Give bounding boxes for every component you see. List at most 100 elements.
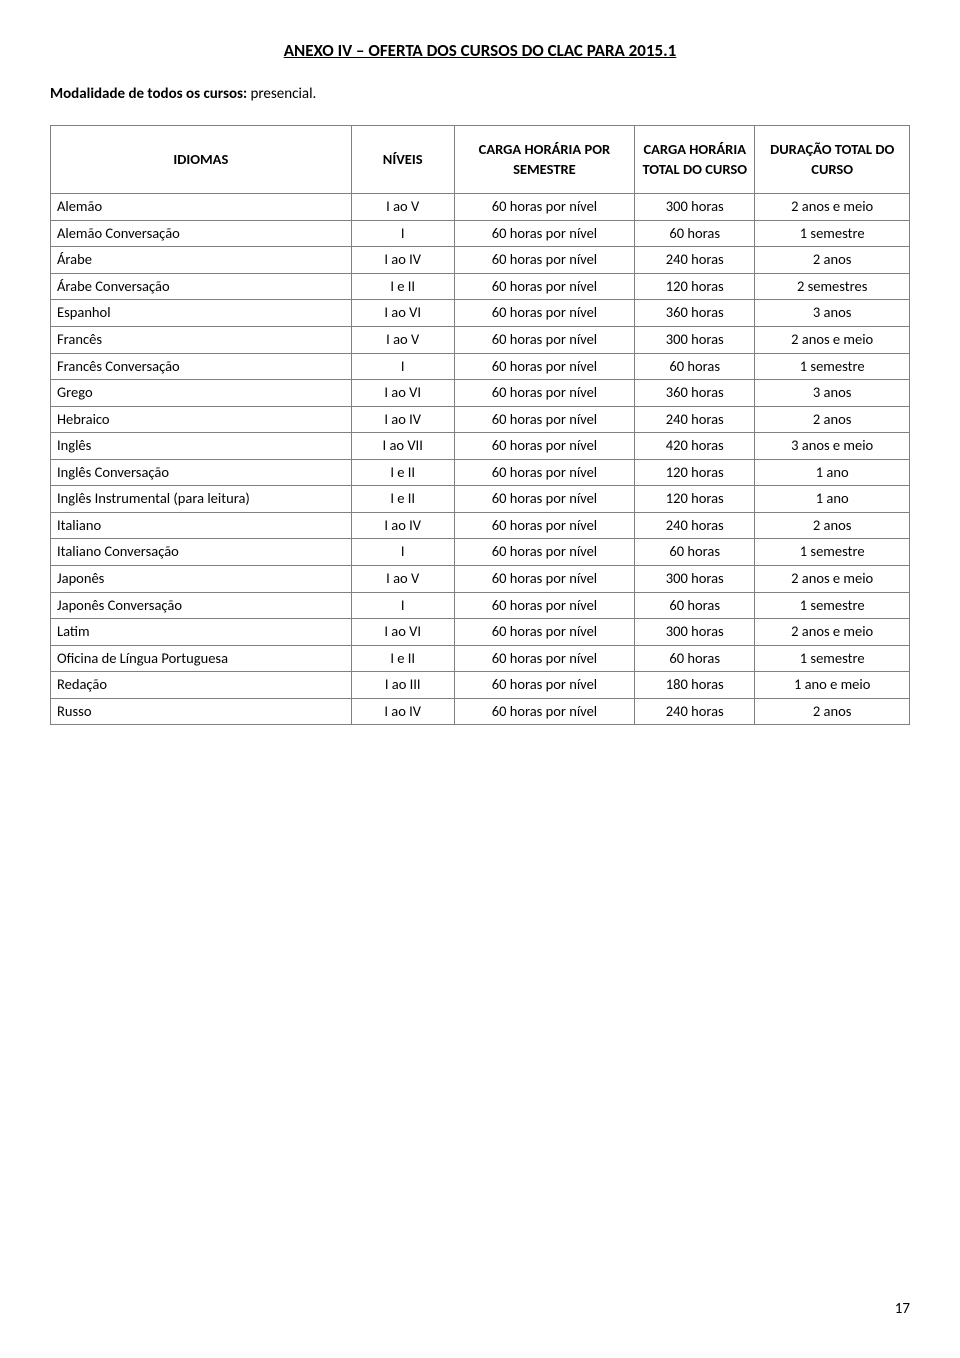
table-cell: 60 horas por nível	[454, 194, 634, 221]
page-title: ANEXO IV – OFERTA DOS CURSOS DO CLAC PAR…	[50, 40, 910, 61]
table-cell: I ao VI	[351, 619, 454, 646]
table-cell: I	[351, 539, 454, 566]
table-cell: 3 anos	[755, 380, 910, 407]
table-cell: Japonês Conversação	[51, 592, 352, 619]
table-cell: 60 horas por nível	[454, 326, 634, 353]
table-cell: I ao VI	[351, 380, 454, 407]
table-cell: Italiano Conversação	[51, 539, 352, 566]
table-cell: 60 horas por nível	[454, 433, 634, 460]
table-cell: 60 horas por nível	[454, 459, 634, 486]
table-cell: 300 horas	[635, 566, 755, 593]
table-cell: 60 horas	[635, 539, 755, 566]
col-header-duracao: DURAÇÃO TOTAL DO CURSO	[755, 126, 910, 194]
table-cell: 300 horas	[635, 326, 755, 353]
table-cell: 60 horas por nível	[454, 380, 634, 407]
table-cell: Russo	[51, 698, 352, 725]
table-cell: 60 horas por nível	[454, 247, 634, 274]
table-cell: Árabe Conversação	[51, 273, 352, 300]
table-cell: 3 anos e meio	[755, 433, 910, 460]
table-cell: 2 anos	[755, 698, 910, 725]
subtitle-rest: presencial.	[247, 85, 316, 103]
table-cell: I e II	[351, 273, 454, 300]
table-cell: 60 horas por nível	[454, 273, 634, 300]
table-cell: 1 ano	[755, 459, 910, 486]
table-cell: 3 anos	[755, 300, 910, 327]
table-cell: Alemão Conversação	[51, 220, 352, 247]
table-cell: 60 horas por nível	[454, 698, 634, 725]
table-row: InglêsI ao VII60 horas por nível420 hora…	[51, 433, 910, 460]
table-cell: I	[351, 353, 454, 380]
table-cell: 60 horas	[635, 353, 755, 380]
table-cell: 2 anos e meio	[755, 326, 910, 353]
table-cell: I ao V	[351, 566, 454, 593]
table-row: RussoI ao IV60 horas por nível240 horas2…	[51, 698, 910, 725]
table-row: RedaçãoI ao III60 horas por nível180 hor…	[51, 672, 910, 699]
table-cell: I ao IV	[351, 512, 454, 539]
table-cell: I ao IV	[351, 247, 454, 274]
table-cell: Grego	[51, 380, 352, 407]
table-cell: 120 horas	[635, 459, 755, 486]
table-cell: Alemão	[51, 194, 352, 221]
table-cell: 2 anos e meio	[755, 619, 910, 646]
table-cell: 420 horas	[635, 433, 755, 460]
col-header-niveis: NÍVEIS	[351, 126, 454, 194]
table-header-row: IDIOMAS NÍVEIS CARGA HORÁRIA POR SEMESTR…	[51, 126, 910, 194]
table-cell: 2 anos	[755, 406, 910, 433]
table-row: ItalianoI ao IV60 horas por nível240 hor…	[51, 512, 910, 539]
table-cell: 60 horas por nível	[454, 539, 634, 566]
table-cell: 240 horas	[635, 698, 755, 725]
table-cell: Inglês Conversação	[51, 459, 352, 486]
table-row: EspanholI ao VI60 horas por nível360 hor…	[51, 300, 910, 327]
table-cell: 60 horas	[635, 220, 755, 247]
table-cell: 360 horas	[635, 300, 755, 327]
table-row: Japonês ConversaçãoI60 horas por nível60…	[51, 592, 910, 619]
table-row: JaponêsI ao V60 horas por nível300 horas…	[51, 566, 910, 593]
table-row: LatimI ao VI60 horas por nível300 horas2…	[51, 619, 910, 646]
table-cell: 120 horas	[635, 486, 755, 513]
table-cell: I e II	[351, 645, 454, 672]
table-cell: I ao VII	[351, 433, 454, 460]
courses-table: IDIOMAS NÍVEIS CARGA HORÁRIA POR SEMESTR…	[50, 125, 910, 725]
subtitle-bold: Modalidade de todos os cursos:	[50, 85, 247, 103]
table-cell: 60 horas por nível	[454, 645, 634, 672]
table-cell: I ao IV	[351, 406, 454, 433]
table-row: AlemãoI ao V60 horas por nível300 horas2…	[51, 194, 910, 221]
table-cell: I	[351, 220, 454, 247]
table-cell: 300 horas	[635, 194, 755, 221]
table-cell: Redação	[51, 672, 352, 699]
table-cell: I e II	[351, 486, 454, 513]
table-cell: 60 horas por nível	[454, 619, 634, 646]
table-cell: Espanhol	[51, 300, 352, 327]
table-cell: 60 horas por nível	[454, 220, 634, 247]
table-cell: 60 horas por nível	[454, 512, 634, 539]
table-cell: 60 horas por nível	[454, 353, 634, 380]
table-row: Oficina de Língua PortuguesaI e II60 hor…	[51, 645, 910, 672]
table-cell: 60 horas por nível	[454, 592, 634, 619]
table-cell: 1 ano	[755, 486, 910, 513]
table-cell: 2 semestres	[755, 273, 910, 300]
table-row: Alemão ConversaçãoI60 horas por nível60 …	[51, 220, 910, 247]
table-cell: 60 horas por nível	[454, 672, 634, 699]
table-cell: Francês Conversação	[51, 353, 352, 380]
table-cell: Árabe	[51, 247, 352, 274]
table-row: Árabe ConversaçãoI e II60 horas por níve…	[51, 273, 910, 300]
table-cell: 1 ano e meio	[755, 672, 910, 699]
table-cell: I ao V	[351, 326, 454, 353]
table-row: Inglês Instrumental (para leitura)I e II…	[51, 486, 910, 513]
table-cell: Inglês	[51, 433, 352, 460]
table-row: FrancêsI ao V60 horas por nível300 horas…	[51, 326, 910, 353]
table-cell: 1 semestre	[755, 645, 910, 672]
table-row: HebraicoI ao IV60 horas por nível240 hor…	[51, 406, 910, 433]
table-cell: 2 anos e meio	[755, 194, 910, 221]
table-cell: 60 horas	[635, 592, 755, 619]
table-cell: Latim	[51, 619, 352, 646]
table-row: Francês ConversaçãoI60 horas por nível60…	[51, 353, 910, 380]
table-row: Italiano ConversaçãoI60 horas por nível6…	[51, 539, 910, 566]
col-header-idiomas: IDIOMAS	[51, 126, 352, 194]
table-cell: Japonês	[51, 566, 352, 593]
table-cell: I ao III	[351, 672, 454, 699]
table-cell: I ao VI	[351, 300, 454, 327]
page-number: 17	[895, 1300, 910, 1318]
col-header-carga-total: CARGA HORÁRIA TOTAL DO CURSO	[635, 126, 755, 194]
table-cell: Francês	[51, 326, 352, 353]
